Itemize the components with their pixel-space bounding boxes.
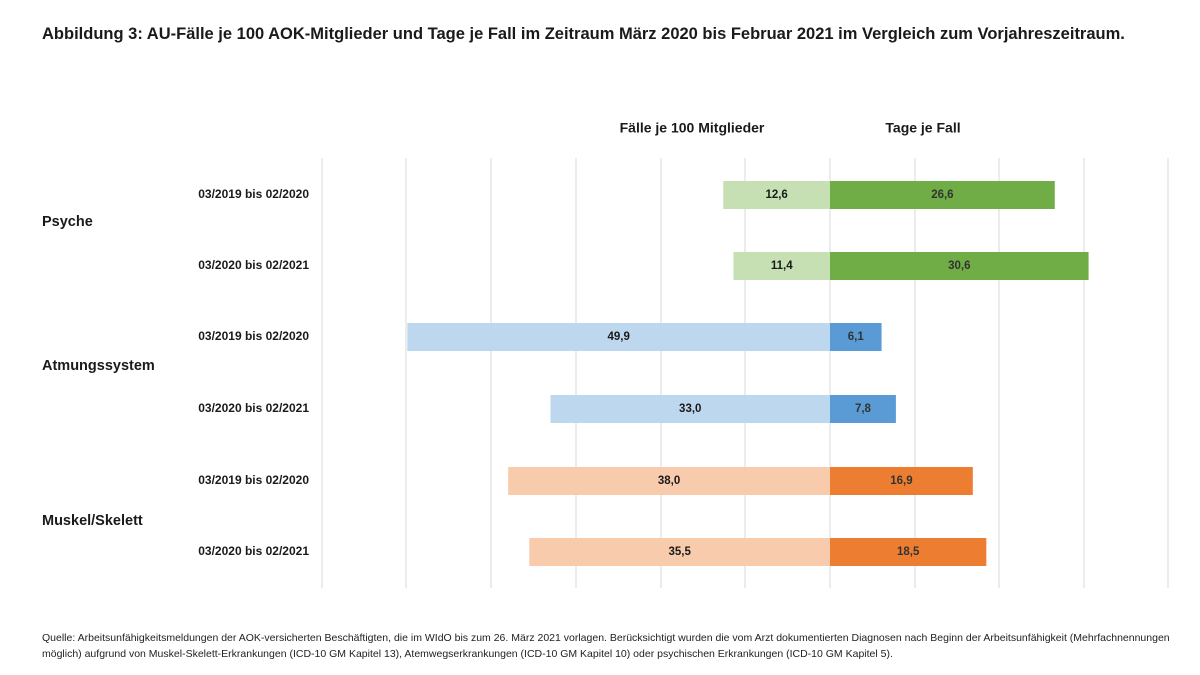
period-label: 03/2020 bis 02/2021 [198, 544, 309, 558]
faelle-bar [723, 181, 830, 209]
faelle-label: 35,5 [668, 546, 691, 558]
faelle-bar [550, 395, 830, 423]
faelle-label: 11,4 [771, 260, 793, 272]
period-label: 03/2020 bis 02/2021 [198, 258, 309, 272]
group-label: Psyche [42, 214, 93, 230]
period-label: 03/2019 bis 02/2020 [198, 329, 309, 343]
faelle-label: 49,9 [607, 331, 629, 343]
period-label: 03/2019 bis 02/2020 [198, 473, 309, 487]
group-label: Atmungssystem [42, 358, 155, 374]
faelle-bar [529, 538, 830, 566]
faelle-bar [733, 252, 830, 280]
tage-bar [830, 181, 1055, 209]
tage-label: 18,5 [897, 546, 920, 558]
tage-label: 30,6 [948, 260, 970, 272]
tage-bar [830, 323, 882, 351]
tage-bar [830, 395, 896, 423]
tage-bar [830, 252, 1089, 280]
period-label: 03/2020 bis 02/2021 [198, 401, 309, 415]
faelle-bar [407, 323, 830, 351]
tage-label: 6,1 [848, 331, 865, 343]
tage-label: 16,9 [890, 475, 912, 487]
faelle-bar [508, 467, 830, 495]
tage-label: 7,8 [855, 403, 872, 415]
faelle-label: 38,0 [658, 475, 680, 487]
tage-bar [830, 538, 987, 566]
left-header: Fälle je 100 Mitglieder [620, 120, 765, 136]
tage-bar [830, 467, 973, 495]
faelle-label: 12,6 [765, 189, 787, 201]
faelle-label: 33,0 [679, 403, 701, 415]
chart-title: Abbildung 3: AU-Fälle je 100 AOK-Mitglie… [42, 25, 1125, 43]
period-label: 03/2019 bis 02/2020 [198, 187, 309, 201]
right-header: Tage je Fall [885, 120, 960, 136]
tage-label: 26,6 [931, 189, 953, 201]
group-label: Muskel/Skelett [42, 513, 143, 529]
source-note: Quelle: Arbeitsunfähigkeitsmeldungen der… [42, 632, 1170, 660]
